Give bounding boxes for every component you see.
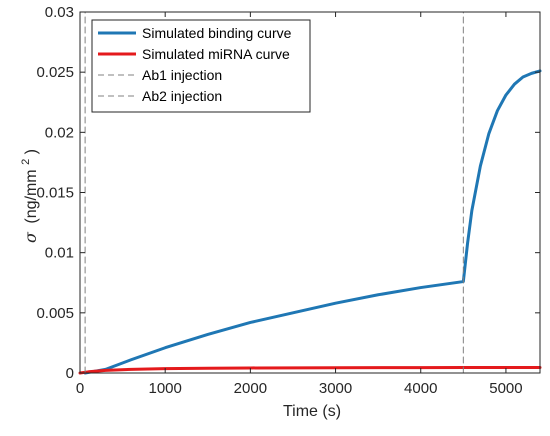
- y-tick-label: 0.025: [36, 64, 74, 81]
- x-tick-label: 0: [76, 380, 84, 397]
- legend-label: Ab1 injection: [142, 67, 222, 83]
- y-tick-label: 0.015: [36, 185, 74, 202]
- y-axis-symbol: σ: [21, 231, 40, 243]
- series-layer: [78, 11, 542, 375]
- y-tick-label: 0.03: [45, 4, 74, 21]
- y-tick-label: 0.005: [36, 305, 74, 322]
- x-tick-label: 1000: [148, 380, 181, 397]
- y-tick-label: 0.02: [45, 124, 74, 141]
- series-line-2: [78, 365, 542, 375]
- y-tick-label: 0: [66, 365, 74, 382]
- y-axis-unit-pre: (ng/mm: [23, 169, 40, 223]
- ticks-layer: 0 1000 2000 3000 4000 5000 0 0.005 0.01 0.015 0.02…: [36, 4, 540, 397]
- legend-label: Ab2 injection: [142, 88, 222, 104]
- legend-label: Simulated binding curve: [142, 25, 292, 41]
- x-tick-label: 4000: [404, 380, 437, 397]
- x-tick-label: 3000: [319, 380, 352, 397]
- legend-box: [91, 19, 311, 113]
- legend-label: Simulated miRNA curve: [142, 46, 290, 62]
- y-axis-label: σ (ng/mm 2 ): [16, 149, 40, 243]
- x-tick-label: 5000: [489, 380, 522, 397]
- x-tick-label: 2000: [234, 380, 267, 397]
- y-tick-label: 0.01: [45, 245, 74, 262]
- legend: Simulated binding curve Simulated miRNA c…: [91, 19, 311, 113]
- x-axis-label: Time (s): [283, 403, 341, 420]
- y-axis-unit-post: ): [23, 149, 40, 154]
- series-line-1: [83, 69, 542, 375]
- y-axis-unit-sup: 2: [20, 159, 32, 165]
